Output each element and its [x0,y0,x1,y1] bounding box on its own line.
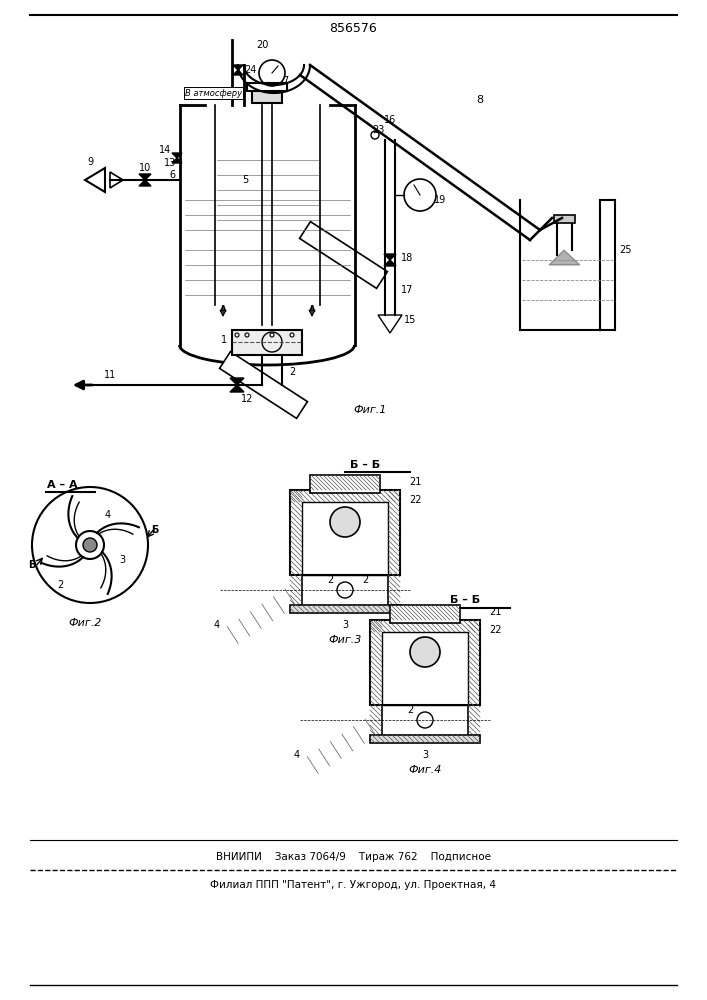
Bar [382,632,468,705]
Text: Б – Б: Б – Б [450,595,480,605]
Text: 22: 22 [489,625,501,635]
Text: 16: 16 [384,115,396,125]
Circle shape [330,507,360,537]
Polygon shape [384,254,396,260]
Text: 2: 2 [327,575,333,585]
Polygon shape [549,250,580,265]
Bar [290,605,400,613]
Text: 3: 3 [342,620,348,630]
Text: 23: 23 [372,125,384,135]
Text: А: А [309,306,315,314]
Text: 4: 4 [214,620,220,630]
Text: 9: 9 [87,157,93,167]
Bar [370,735,480,743]
Text: Б – Б: Б – Б [350,460,380,470]
Bar [232,330,302,355]
Text: А: А [220,306,226,314]
Text: А – А: А – А [47,480,77,490]
Circle shape [83,538,97,552]
Text: Фиг.1: Фиг.1 [354,405,387,415]
Text: 6: 6 [169,170,175,180]
Bar [554,215,575,223]
Text: Фиг.3: Фиг.3 [328,635,362,645]
Bar [390,605,460,623]
Text: 3: 3 [119,555,125,565]
Text: 2: 2 [362,575,368,585]
Text: 2: 2 [407,705,413,715]
Polygon shape [300,222,387,288]
Text: 15: 15 [404,315,416,325]
Polygon shape [139,174,151,180]
Text: Фиг.4: Фиг.4 [409,765,442,775]
Text: 10: 10 [139,163,151,173]
Text: 14: 14 [159,145,171,155]
Text: Б: Б [151,525,158,535]
Text: 1: 1 [221,335,227,345]
Polygon shape [230,378,244,385]
Text: 25: 25 [619,245,631,255]
Polygon shape [172,158,182,163]
Polygon shape [139,180,151,186]
Bar [252,88,282,103]
Text: 24: 24 [244,65,256,75]
Text: 4: 4 [294,750,300,760]
Polygon shape [172,153,182,158]
Text: 11: 11 [104,370,116,380]
Text: 856576: 856576 [329,21,377,34]
Text: 13: 13 [164,158,176,168]
Text: 21: 21 [489,607,501,617]
Text: 7: 7 [282,76,288,86]
Text: Фиг.2: Фиг.2 [69,618,102,628]
Polygon shape [384,260,396,266]
Bar [247,83,287,91]
Text: 12: 12 [241,394,253,404]
Circle shape [410,637,440,667]
Text: В атмосферу: В атмосферу [185,89,242,98]
Bar [302,575,388,610]
Text: 18: 18 [401,253,413,263]
Text: Филиал ППП "Патент", г. Ужгород, ул. Проектная, 4: Филиал ППП "Патент", г. Ужгород, ул. Про… [210,880,496,890]
Text: 22: 22 [409,495,421,505]
Text: 8: 8 [477,95,484,105]
Polygon shape [233,70,243,75]
Bar [370,620,480,705]
Bar [290,490,400,575]
Text: 17: 17 [401,285,413,295]
Bar [382,705,468,740]
Text: 2: 2 [57,580,63,590]
Text: Б: Б [28,560,35,570]
Text: 4: 4 [105,510,111,520]
Text: 2: 2 [289,367,295,377]
Polygon shape [230,385,244,392]
Polygon shape [378,315,402,333]
Text: 21: 21 [409,477,421,487]
Polygon shape [85,168,105,192]
Text: 20: 20 [256,40,268,50]
Text: ВНИИПИ    Заказ 7064/9    Тираж 762    Подписное: ВНИИПИ Заказ 7064/9 Тираж 762 Подписное [216,852,491,862]
Text: 3: 3 [422,750,428,760]
Bar [302,502,388,575]
Text: 19: 19 [434,195,446,205]
Bar [310,475,380,493]
Polygon shape [233,65,243,70]
Polygon shape [110,172,123,188]
Polygon shape [220,352,308,418]
Text: 5: 5 [242,175,248,185]
